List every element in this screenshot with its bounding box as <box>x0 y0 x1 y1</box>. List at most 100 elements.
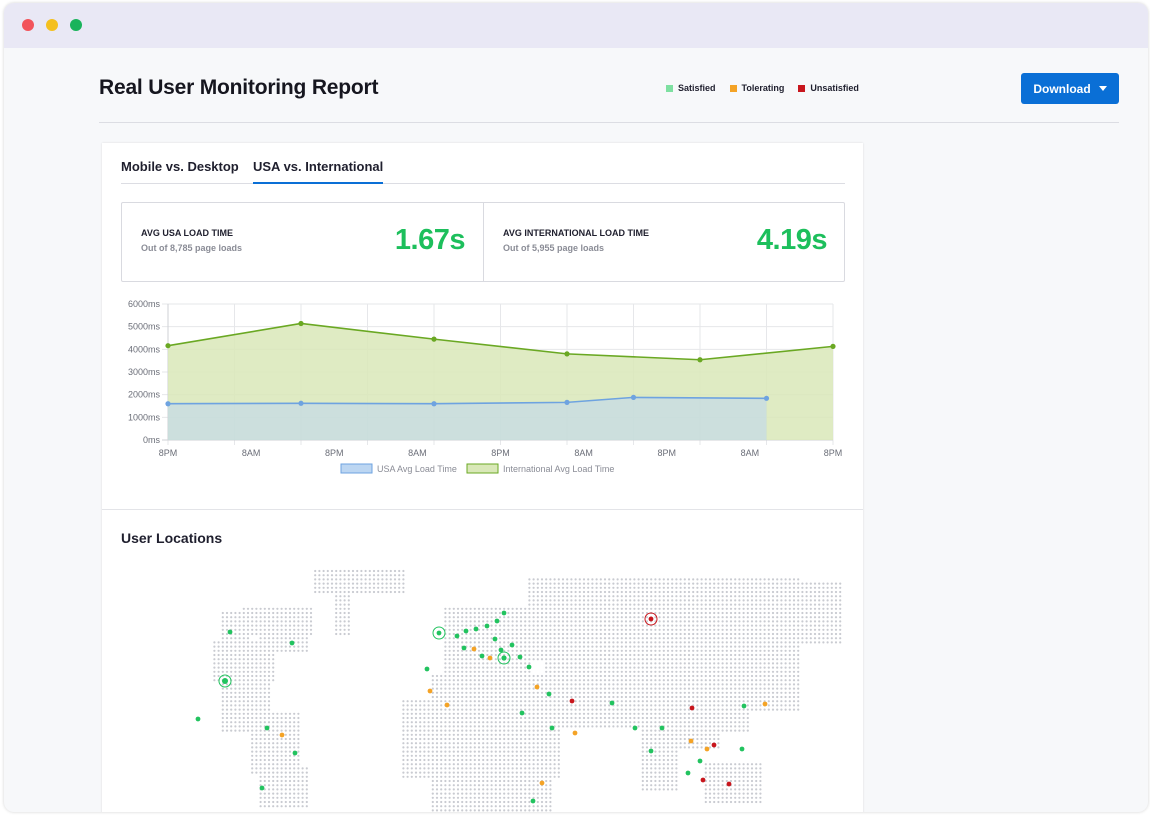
land-dot <box>431 695 434 699</box>
land-dot <box>692 674 695 678</box>
land-dot <box>826 624 829 627</box>
data-point[interactable] <box>165 401 171 407</box>
tab-mobile-vs-desktop[interactable]: Mobile vs. Desktop <box>121 159 239 174</box>
land-dot <box>263 670 266 673</box>
maximize-window-button[interactable] <box>70 19 82 31</box>
tab-usa-vs-international[interactable]: USA vs. International <box>253 159 384 184</box>
land-dot <box>696 590 699 594</box>
land-dot <box>750 670 754 673</box>
land-dot <box>532 716 535 720</box>
data-point[interactable] <box>697 357 703 363</box>
land-dot <box>482 679 485 682</box>
land-dot <box>662 616 665 619</box>
land-dot <box>792 704 796 707</box>
land-dot <box>553 737 556 741</box>
land-dot <box>435 691 439 694</box>
land-dot <box>696 742 699 745</box>
land-dot <box>410 708 413 711</box>
land-dot <box>549 616 552 619</box>
land-dot <box>704 590 707 594</box>
legend-label[interactable]: International Avg Load Time <box>503 464 614 474</box>
close-window-button[interactable] <box>22 19 34 31</box>
data-point[interactable] <box>630 394 637 400</box>
land-dot <box>578 700 581 703</box>
data-point[interactable] <box>431 401 437 407</box>
land-dot <box>267 712 271 715</box>
land-dot <box>587 670 590 673</box>
land-dot <box>557 758 560 762</box>
land-dot <box>410 750 413 753</box>
land-dot <box>515 616 518 619</box>
land-dot <box>503 725 506 728</box>
land-dot <box>683 729 686 732</box>
land-dot <box>708 721 712 724</box>
land-dot <box>700 670 703 673</box>
land-dot <box>419 725 422 728</box>
data-point[interactable] <box>298 320 304 327</box>
land-dot <box>263 796 266 799</box>
land-dot <box>221 616 224 619</box>
land-dot <box>784 620 787 623</box>
data-point[interactable] <box>298 400 304 406</box>
land-dot <box>284 721 287 724</box>
land-dot <box>452 708 455 711</box>
land-dot <box>511 792 514 795</box>
land-dot <box>536 733 539 736</box>
land-dot <box>650 716 653 720</box>
land-dot <box>490 763 493 766</box>
data-point[interactable] <box>564 351 570 357</box>
land-dot <box>435 779 439 783</box>
land-dot <box>246 695 250 699</box>
land-dot <box>738 590 741 594</box>
land-dot <box>822 595 825 598</box>
land-dot <box>536 716 539 720</box>
minimize-window-button[interactable] <box>46 19 58 31</box>
land-dot <box>713 775 716 778</box>
land-dot <box>280 721 283 724</box>
land-dot <box>511 742 514 745</box>
land-dot <box>305 767 308 770</box>
legend-unsatisfied: Unsatisfied <box>798 83 859 93</box>
land-dot <box>519 662 523 665</box>
land-dot <box>536 637 539 640</box>
land-dot <box>650 788 653 791</box>
land-dot <box>406 712 409 715</box>
data-point[interactable] <box>830 343 836 349</box>
land-dot <box>490 616 493 619</box>
land-dot <box>629 658 632 661</box>
land-dot <box>570 616 573 619</box>
data-point[interactable] <box>564 399 570 405</box>
land-dot <box>729 708 733 711</box>
land-dot <box>259 729 262 732</box>
data-point[interactable] <box>431 336 437 342</box>
land-dot <box>398 586 401 589</box>
land-dot <box>675 767 678 770</box>
land-dot <box>729 721 733 724</box>
land-dot <box>624 595 628 598</box>
land-dot <box>582 691 586 694</box>
land-dot <box>692 721 695 724</box>
land-dot <box>708 725 712 728</box>
data-point[interactable] <box>763 395 770 401</box>
download-button[interactable]: Download <box>1021 73 1119 104</box>
land-dot <box>616 683 619 686</box>
legend-unsatisfied-label: Unsatisfied <box>810 83 859 93</box>
land-dot <box>452 788 455 791</box>
land-dot <box>482 725 485 728</box>
land-dot <box>574 687 577 690</box>
land-dot <box>771 637 775 640</box>
land-dot <box>532 733 535 736</box>
land-dot <box>755 687 758 690</box>
data-point[interactable] <box>165 343 171 349</box>
land-dot <box>708 611 712 615</box>
legend-label[interactable]: USA Avg Load Time <box>377 464 457 474</box>
land-dot <box>498 721 502 724</box>
land-dot <box>511 632 514 636</box>
land-dot <box>444 746 447 749</box>
land-dot <box>683 607 686 610</box>
land-dot <box>293 796 296 799</box>
land-dot <box>570 632 573 636</box>
land-dot <box>750 595 754 598</box>
land-dot <box>654 616 657 619</box>
land-dot <box>750 628 754 631</box>
